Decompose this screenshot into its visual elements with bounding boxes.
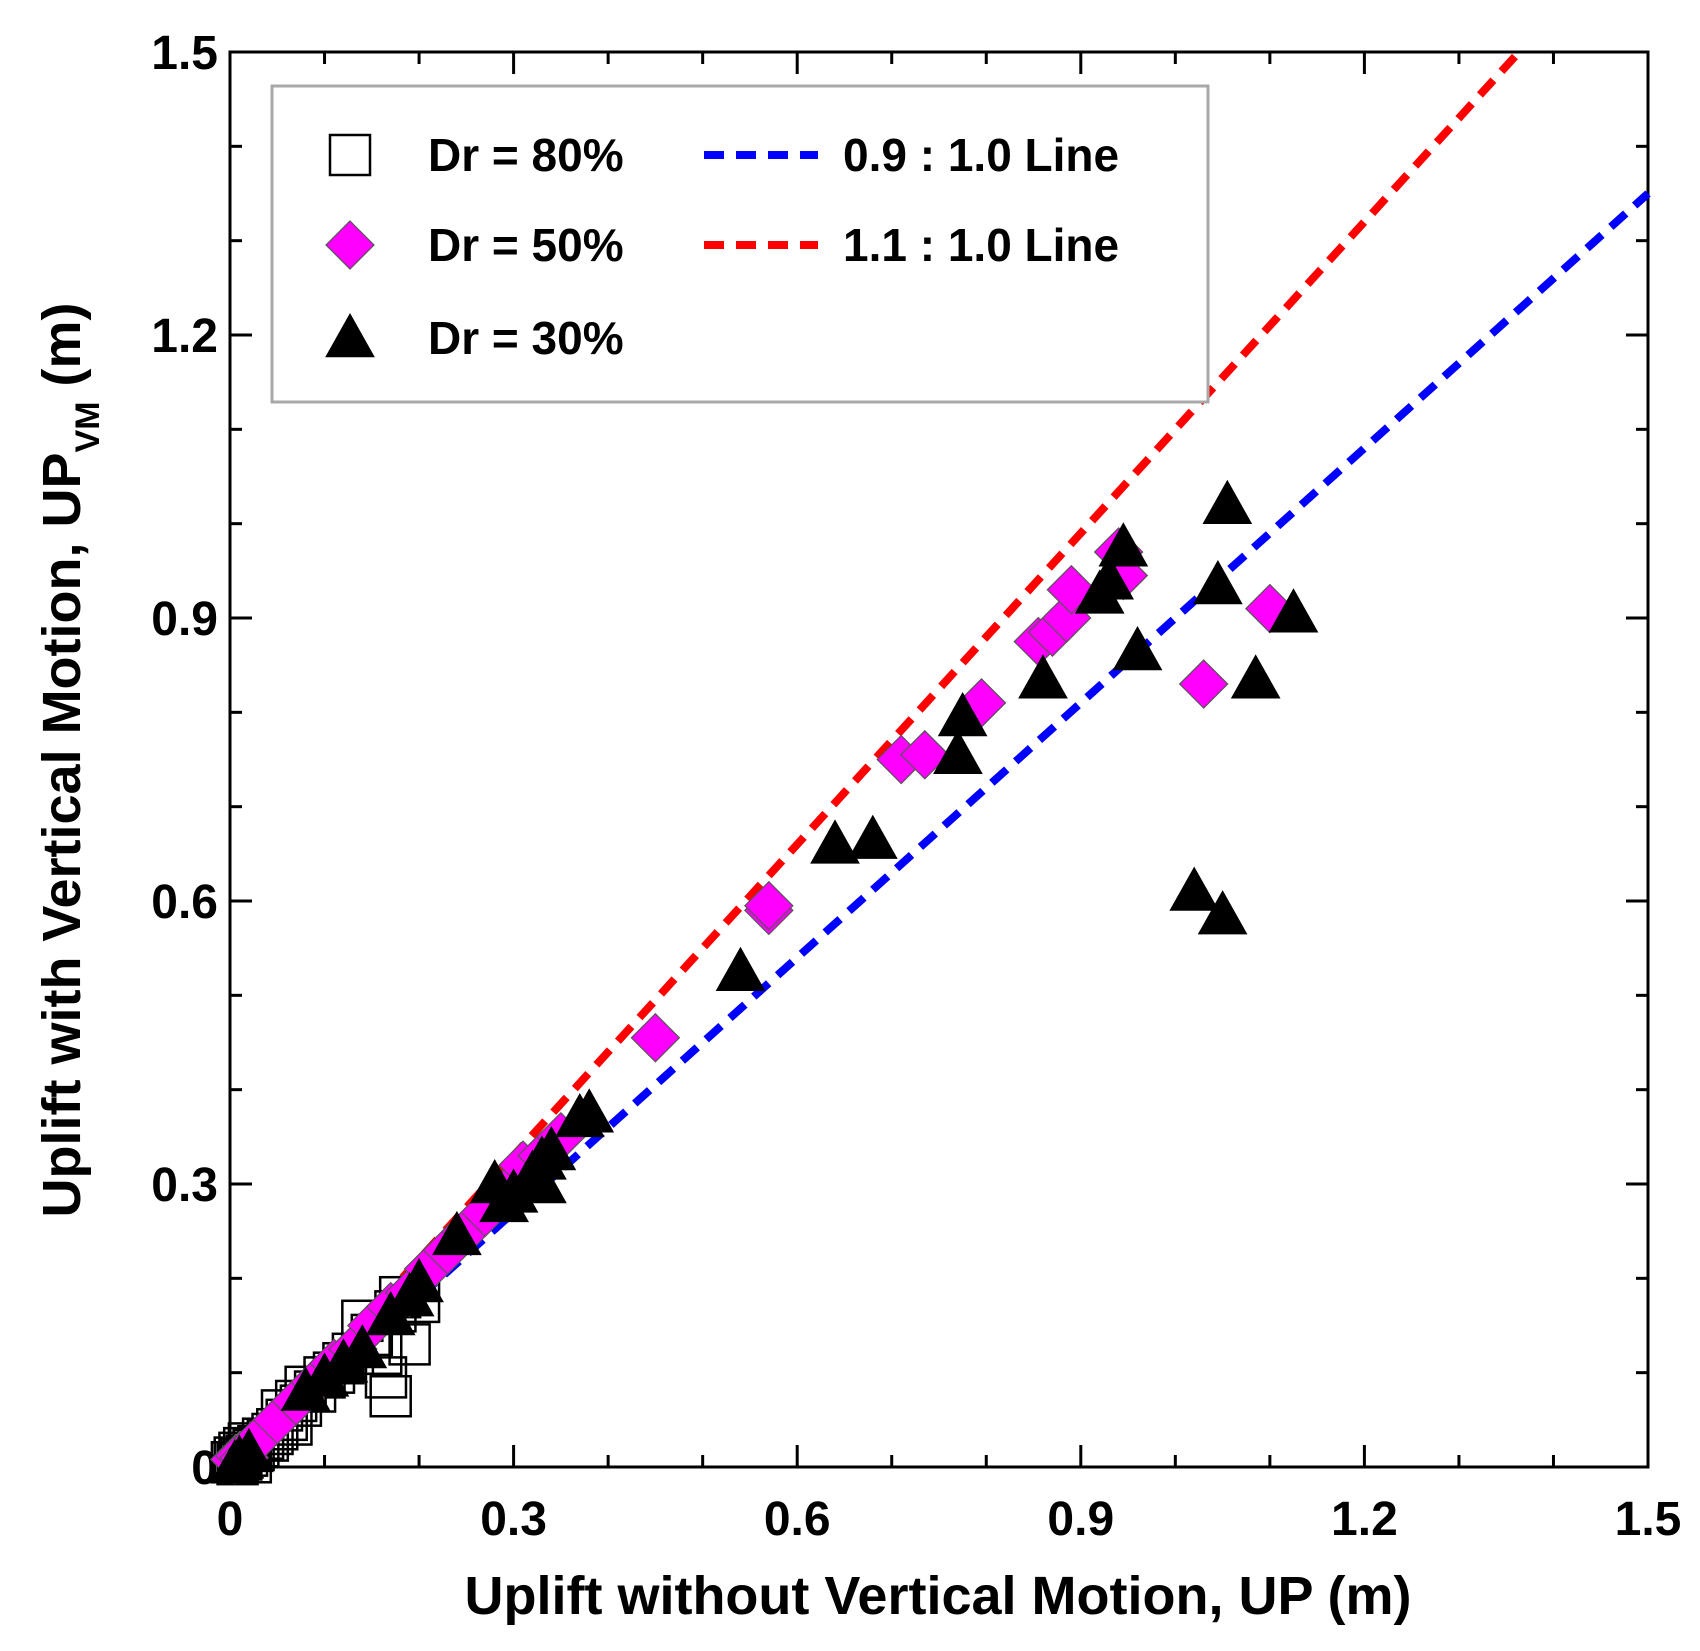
y-tick-label: 0.6	[151, 876, 218, 929]
x-axis-title: Uplift without Vertical Motion, UP (m)	[465, 1566, 1412, 1626]
y-axis-title-suffix: (m)	[32, 302, 92, 401]
dr30-point	[526, 1125, 577, 1171]
tick-labels: 0 0.3 0.6 0.9 1.2 1.500.30.60.91.21.5	[151, 27, 1681, 1546]
x-tick-label: 1.5	[1615, 1493, 1682, 1546]
y-axis-title: Uplift with Vertical Motion, UPVM (m)	[32, 302, 107, 1217]
dr30-point	[564, 1088, 615, 1133]
dr30-point	[810, 819, 860, 864]
dr80-point	[369, 1375, 412, 1418]
dr30-point	[1193, 559, 1243, 605]
data-markers	[209, 479, 1319, 1486]
dr30-point	[1018, 654, 1068, 699]
y-tick-label: 0.3	[151, 1159, 218, 1212]
x-tick-label: 0	[217, 1493, 244, 1546]
legend-label-dr30: Dr = 30%	[428, 312, 624, 364]
legend-marker-dr80	[328, 133, 372, 177]
plot-area	[228, 50, 1650, 1469]
x-tick-label: 0.6	[764, 1493, 831, 1546]
y-tick-label: 1.5	[151, 27, 218, 80]
legend-marker-dr30	[325, 312, 375, 358]
dr50-point	[743, 880, 794, 931]
x-tick-label: 0.9	[1047, 1493, 1114, 1546]
y-axis-title-subscript: VM	[69, 401, 107, 452]
dr50-point	[1178, 659, 1229, 709]
dr30-point	[1268, 588, 1319, 633]
dr30-point	[937, 692, 988, 737]
dr30-point	[1197, 890, 1248, 935]
legend-label-line-1-1: 1.1 : 1.0 Line	[843, 219, 1119, 271]
dr30-point	[1230, 654, 1281, 699]
minor-ticks	[230, 52, 1648, 1467]
dr30-point	[1169, 866, 1220, 911]
dr30-point	[715, 946, 766, 991]
dr50-point	[630, 1012, 681, 1063]
dr50-point	[899, 729, 950, 780]
dr30-point	[847, 814, 898, 859]
dr30-point	[1202, 479, 1253, 525]
legend-label-line-0-9: 0.9 : 1.0 Line	[843, 129, 1119, 181]
dr30-point	[1112, 625, 1163, 671]
x-tick-label: 1.2	[1331, 1493, 1398, 1546]
dr30-point	[224, 1427, 274, 1473]
legend-label-dr80: Dr = 80%	[428, 129, 624, 181]
dr30-point	[933, 729, 983, 775]
legend-label-dr50: Dr = 50%	[428, 219, 624, 271]
y-tick-label: 1.2	[151, 310, 218, 363]
dr30-point	[1084, 555, 1135, 600]
dr30-point	[432, 1210, 482, 1256]
dr30-point	[337, 1324, 388, 1369]
x-tick-label: 0.3	[480, 1493, 547, 1546]
plot-frame	[228, 50, 1650, 1469]
dr80-point	[388, 1323, 431, 1366]
y-tick-label: 0.9	[151, 593, 218, 646]
dr30-point	[394, 1258, 444, 1303]
legend-marker-dr50	[325, 220, 375, 270]
y-axis-title-main: Uplift with Vertical Motion, UP	[32, 452, 92, 1217]
legend: Dr = 80% Dr = 50% Dr = 30% 0.9 : 1.0 Line 1.…	[270, 84, 1210, 404]
dr30-point	[517, 1158, 567, 1204]
dr30-point	[1098, 522, 1149, 567]
major-ticks	[230, 52, 1648, 1467]
